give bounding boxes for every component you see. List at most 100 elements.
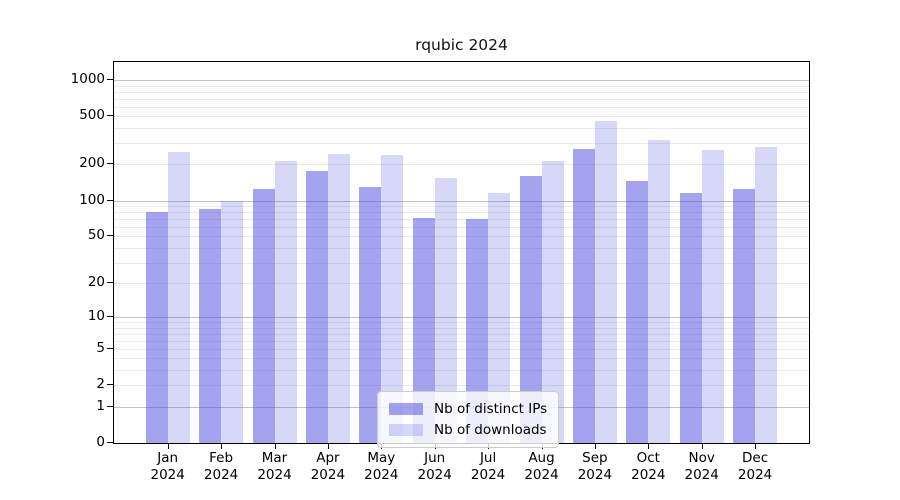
legend: Nb of distinct IPs Nb of downloads <box>377 391 560 448</box>
y-tick-label: 0 <box>96 434 105 450</box>
bar-distinct-ips-jul <box>466 219 489 443</box>
gridline-minor <box>114 206 809 207</box>
gridline-minor <box>114 340 809 342</box>
y-tick-label: 20 <box>87 274 105 290</box>
gridline-minor <box>114 164 809 166</box>
bar-distinct-ips-aug <box>519 176 542 443</box>
y-tick-label: 50 <box>87 227 105 244</box>
x-tick-label: Dec 2024 <box>737 450 773 483</box>
bar-downloads-oct <box>648 139 671 443</box>
legend-row-downloads: Nb of downloads <box>389 419 547 440</box>
bar-distinct-ips-feb <box>199 208 222 443</box>
y-tick-label: 200 <box>79 155 105 172</box>
legend-row-distinct-ips: Nb of distinct IPs <box>389 398 547 419</box>
bar-downloads-jan <box>167 151 190 443</box>
x-tick-mark <box>167 444 169 449</box>
y-tick-mark <box>107 405 113 407</box>
gridline-minor <box>114 283 809 284</box>
legend-label-downloads: Nb of downloads <box>434 421 547 438</box>
x-tick-label: Jun 2024 <box>417 450 452 483</box>
x-tick-label: Jul 2024 <box>470 450 506 483</box>
gridline-minor <box>114 116 809 118</box>
bar-downloads-may <box>381 154 404 443</box>
bar-distinct-ips-oct <box>626 181 649 443</box>
x-tick-label: Jan 2024 <box>150 450 185 483</box>
gridline-minor <box>114 106 809 108</box>
bar-distinct-ips-jun <box>412 217 435 443</box>
x-tick-label: Aug 2024 <box>524 450 559 483</box>
gridline-minor <box>114 212 809 214</box>
bar-distinct-ips-sep <box>572 148 595 443</box>
legend-label-distinct-ips: Nb of distinct IPs <box>434 400 548 417</box>
x-tick-mark <box>648 444 650 449</box>
y-tick-label: 1000 <box>70 70 105 87</box>
gridline-minor <box>114 322 809 323</box>
bar-downloads-feb <box>221 200 244 443</box>
y-tick-mark <box>107 442 113 443</box>
legend-swatch-downloads <box>389 423 423 436</box>
legend-swatch-distinct-ips <box>389 402 423 415</box>
gridline-minor <box>114 91 809 93</box>
y-tick-label: 5 <box>96 339 105 356</box>
y-tick-label: 2 <box>96 376 105 393</box>
bar-downloads-aug <box>541 160 564 443</box>
bar-distinct-ips-nov <box>679 193 702 443</box>
x-tick-mark <box>755 444 757 449</box>
x-tick-label: Nov 2024 <box>684 450 719 483</box>
x-tick-mark <box>274 444 276 449</box>
gridline-minor <box>114 227 809 228</box>
bar-downloads-dec <box>755 146 778 443</box>
bar-downloads-apr <box>327 153 350 443</box>
x-tick-label: Mar 2024 <box>257 450 292 483</box>
bar-distinct-ips-jan <box>145 212 168 443</box>
bar-downloads-mar <box>274 160 297 443</box>
y-tick-mark <box>107 316 113 317</box>
y-tick-mark <box>107 115 113 117</box>
bar-distinct-ips-dec <box>733 188 756 443</box>
bar-downloads-jul <box>488 193 511 443</box>
gridline-minor <box>114 370 809 372</box>
bar-distinct-ips-may <box>359 186 382 443</box>
x-tick-label: Apr 2024 <box>310 450 346 483</box>
x-tick-label: Oct 2024 <box>631 450 666 483</box>
x-tick-mark <box>221 444 223 449</box>
gridline-minor <box>114 143 809 145</box>
y-tick-mark <box>107 347 113 349</box>
y-tick-label: 10 <box>87 308 105 324</box>
bar-downloads-jun <box>434 177 457 443</box>
plot-area <box>113 61 810 444</box>
y-tick-label: 100 <box>79 191 105 208</box>
gridline-minor <box>114 262 809 264</box>
gridline-minor <box>114 348 809 350</box>
x-tick-mark <box>594 444 596 449</box>
y-tick-mark <box>107 163 113 165</box>
bar-distinct-ips-mar <box>252 188 275 443</box>
gridline-major <box>114 317 809 318</box>
gridline-minor <box>114 128 809 129</box>
y-tick-mark <box>107 235 113 237</box>
gridline-minor <box>114 385 809 387</box>
bar-downloads-nov <box>701 149 724 443</box>
y-tick-mark <box>107 199 113 201</box>
x-tick-label: Feb 2024 <box>203 450 239 483</box>
gridline-minor <box>114 98 809 100</box>
y-tick-mark <box>107 78 113 80</box>
gridline-minor <box>114 358 809 360</box>
gridline-minor <box>114 333 809 335</box>
y-tick-mark <box>107 384 113 386</box>
x-tick-mark <box>701 444 703 449</box>
gridline-minor <box>114 327 809 329</box>
bar-downloads-sep <box>594 120 617 443</box>
bar-distinct-ips-apr <box>305 171 328 443</box>
gridline-minor <box>114 236 809 238</box>
y-tick-mark <box>107 282 113 283</box>
gridline-major <box>114 200 809 202</box>
chart-title: rqubic 2024 <box>415 36 508 54</box>
gridline-minor <box>114 85 809 87</box>
x-tick-label: Sep 2024 <box>577 450 613 483</box>
gridline-major <box>114 79 809 81</box>
gridline-minor <box>114 247 809 249</box>
x-tick-label: May 2024 <box>364 450 399 483</box>
gridline-minor <box>114 219 809 220</box>
